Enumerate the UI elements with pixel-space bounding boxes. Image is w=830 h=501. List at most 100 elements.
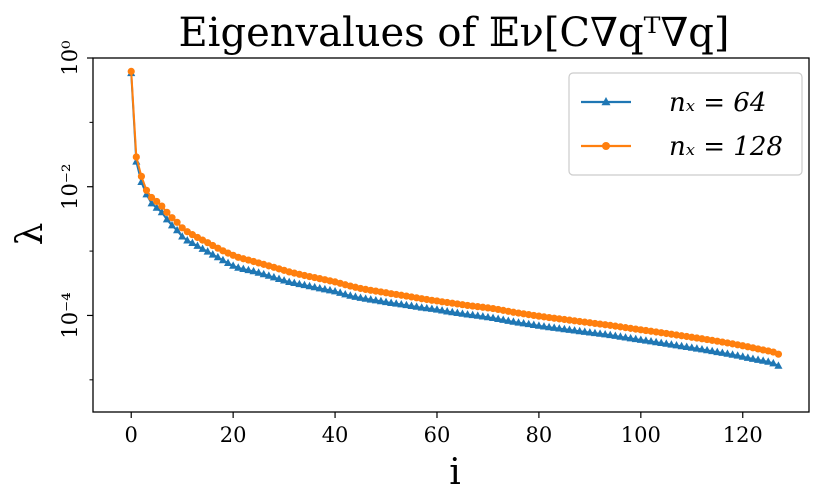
- data-point: [652, 337, 661, 346]
- data-point: [509, 317, 518, 325]
- data-point: [239, 264, 248, 273]
- data-point: [325, 285, 335, 294]
- data-point: [198, 244, 207, 252]
- data-point: [545, 322, 554, 331]
- data-point: [539, 322, 549, 330]
- data-point: [290, 278, 299, 287]
- data-point: [718, 348, 727, 356]
- x-tick-label: 0: [125, 423, 138, 447]
- data-point: [580, 327, 589, 335]
- data-point: [769, 358, 778, 367]
- plot-area: [127, 67, 783, 369]
- axes: 0 20 40 60 80 100 120 10⁰ 10⁻² 10⁻⁴: [58, 40, 810, 447]
- data-point: [636, 335, 645, 343]
- data-point: [305, 281, 314, 290]
- data-point: [218, 255, 228, 264]
- data-point: [346, 291, 355, 299]
- data-point: [173, 218, 181, 226]
- data-point: [473, 311, 482, 319]
- data-point: [361, 294, 370, 302]
- data-point: [514, 318, 523, 326]
- legend-marker: [601, 97, 611, 106]
- data-point: [713, 347, 722, 356]
- data-point: [662, 339, 671, 347]
- data-point: [402, 300, 411, 309]
- data-point: [687, 343, 696, 351]
- data-point: [743, 353, 752, 361]
- data-point: [203, 247, 212, 255]
- data-point: [529, 320, 538, 328]
- data-point: [310, 282, 319, 291]
- data-point: [499, 315, 508, 323]
- data-point: [331, 286, 340, 295]
- data-point: [412, 302, 421, 310]
- data-point: [234, 263, 243, 271]
- data-point: [158, 202, 166, 210]
- data-point: [738, 352, 747, 360]
- data-point: [147, 198, 156, 207]
- data-point: [631, 334, 640, 343]
- data-point: [193, 241, 202, 249]
- data-point: [621, 333, 630, 341]
- x-tick-label: 40: [322, 423, 349, 447]
- data-point: [254, 268, 263, 276]
- data-point: [764, 357, 773, 365]
- data-point: [178, 224, 186, 232]
- x-tick-label: 60: [424, 423, 451, 447]
- data-point: [178, 232, 187, 240]
- data-point: [259, 269, 268, 278]
- data-point: [397, 299, 406, 308]
- data-point: [223, 258, 233, 267]
- data-point: [774, 350, 783, 358]
- legend: nₓ = 64 nₓ = 128: [568, 72, 803, 176]
- data-point: [244, 265, 253, 274]
- data-point: [269, 272, 278, 281]
- data-point: [417, 303, 426, 311]
- data-point: [601, 329, 610, 338]
- data-point: [570, 326, 579, 334]
- data-point: [611, 331, 620, 339]
- data-point: [168, 214, 176, 222]
- data-point: [188, 238, 197, 247]
- data-point: [478, 312, 487, 320]
- data-point: [320, 284, 329, 293]
- data-point: [381, 297, 391, 306]
- data-point: [585, 328, 594, 336]
- y-tick-label: 10⁻⁴: [58, 292, 82, 338]
- data-point: [376, 296, 385, 305]
- data-point: [534, 321, 543, 329]
- data-point: [565, 325, 574, 333]
- data-point: [137, 172, 146, 180]
- data-point: [519, 318, 528, 327]
- data-point: [127, 67, 135, 75]
- data-point: [162, 214, 171, 223]
- data-point: [677, 341, 686, 350]
- data-point: [448, 307, 457, 316]
- data-point: [264, 271, 273, 279]
- data-point: [315, 283, 324, 292]
- y-axis-label: λ: [10, 223, 51, 246]
- data-point: [708, 346, 717, 355]
- data-point: [504, 316, 513, 324]
- data-point: [392, 299, 401, 307]
- x-tick-label: 120: [723, 423, 763, 447]
- data-point: [703, 345, 712, 354]
- data-point: [427, 304, 436, 312]
- data-point: [575, 326, 584, 335]
- plot-frame: [92, 57, 810, 413]
- data-point: [366, 295, 375, 303]
- data-point: [432, 305, 442, 313]
- data-point: [550, 323, 559, 331]
- data-point: [488, 313, 498, 322]
- data-point: [387, 298, 396, 306]
- data-point: [341, 289, 350, 298]
- data-point: [351, 292, 360, 300]
- data-point: [667, 340, 676, 348]
- y-tick-label: 10⁰: [58, 40, 82, 75]
- data-point: [148, 193, 156, 202]
- data-point: [167, 220, 177, 229]
- series-1: [127, 68, 783, 369]
- data-point: [641, 336, 650, 344]
- data-point: [682, 342, 691, 350]
